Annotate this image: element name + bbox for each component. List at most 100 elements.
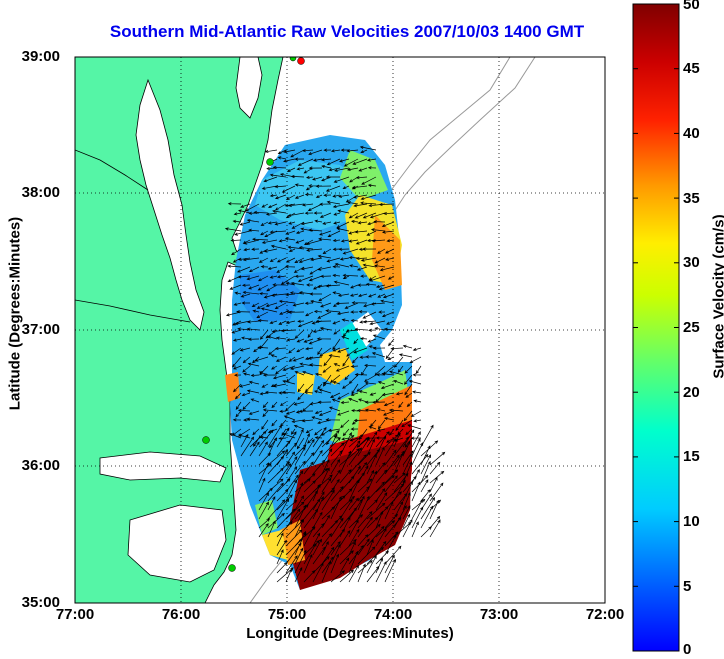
- velocity-arrow: [337, 293, 350, 297]
- velocity-arrow: [360, 257, 377, 262]
- velocity-arrow: [351, 219, 359, 224]
- velocity-arrow: [353, 338, 359, 345]
- velocity-arrow: [322, 248, 332, 254]
- velocity-arrow: [420, 460, 431, 484]
- velocity-arrow: [358, 293, 368, 298]
- velocity-arrow: [247, 362, 260, 367]
- velocity-arrow: [238, 209, 251, 214]
- velocity-arrow: [243, 248, 251, 252]
- velocity-arrow: [332, 247, 341, 251]
- radar-station-marker: [202, 436, 210, 444]
- velocity-arrow: [258, 441, 268, 457]
- velocity-arrow: [375, 431, 390, 448]
- velocity-arrow: [375, 557, 383, 574]
- velocity-arrow: [304, 211, 314, 215]
- velocity-arrow: [303, 432, 310, 448]
- velocity-arrow: [299, 362, 314, 367]
- velocity-arrow: [367, 158, 377, 162]
- velocity-arrow: [297, 320, 314, 328]
- velocity-arrow: [233, 302, 242, 306]
- velocity-arrow: [288, 248, 296, 252]
- velocity-arrow: [276, 463, 292, 484]
- velocity-arrow: [348, 479, 360, 502]
- velocity-arrow: [370, 228, 386, 232]
- velocity-arrow: [321, 176, 332, 182]
- velocity-arrow: [272, 209, 287, 214]
- velocity-arrow: [412, 390, 422, 394]
- velocity-arrow: [340, 239, 350, 243]
- velocity-arrow: [405, 392, 413, 398]
- velocity-arrow: [272, 383, 287, 388]
- velocity-arrow: [342, 428, 350, 437]
- velocity-arrow: [249, 430, 267, 448]
- velocity-arrow: [349, 293, 359, 297]
- velocity-arrow: [332, 291, 341, 295]
- velocity-arrow: [339, 469, 352, 484]
- velocity-arrow: [366, 499, 378, 511]
- velocity-arrow: [353, 203, 368, 208]
- velocity-arrow: [285, 568, 293, 583]
- velocity-arrow: [343, 158, 359, 167]
- velocity-arrow: [264, 149, 278, 154]
- velocity-arrow: [285, 456, 298, 475]
- velocity-arrow: [294, 547, 304, 565]
- velocity-arrow: [366, 481, 385, 502]
- velocity-arrow: [274, 185, 287, 189]
- velocity-arrow: [243, 372, 251, 376]
- velocity-arrow: [262, 410, 269, 418]
- potomac-river: [75, 149, 149, 191]
- velocity-arrow: [322, 221, 332, 225]
- velocity-arrow: [367, 183, 377, 187]
- velocity-arrow: [293, 266, 305, 273]
- velocity-arrow: [411, 431, 421, 448]
- colorbar-tick-label: 5: [683, 578, 692, 595]
- velocity-arrow: [309, 363, 323, 367]
- velocity-arrow: [357, 538, 370, 556]
- velocity-arrow: [267, 496, 276, 511]
- velocity-arrow: [297, 319, 305, 323]
- velocity-arrow: [282, 390, 296, 395]
- velocity-arrow: [382, 230, 395, 234]
- velocity-arrow: [256, 311, 269, 318]
- velocity-arrow: [315, 194, 323, 198]
- colorbar-tick-label: 15: [683, 448, 700, 465]
- velocity-arrow: [429, 499, 439, 520]
- velocity-arrow: [377, 248, 386, 254]
- colorbar-tick-label: 0: [683, 641, 692, 658]
- colorbar-tick-label: 10: [683, 513, 700, 530]
- velocity-arrow: [261, 203, 269, 208]
- velocity-arrow: [402, 344, 413, 349]
- velocity-arrow: [262, 401, 269, 409]
- velocity-arrow: [342, 383, 350, 389]
- velocity-arrow: [357, 437, 370, 457]
- velocity-arrow: [360, 201, 377, 205]
- velocity-arrow: [254, 356, 269, 362]
- velocity-arrow: [375, 527, 387, 547]
- velocity-arrow: [246, 417, 260, 421]
- velocity-arrow: [365, 355, 377, 359]
- velocity-arrow: [285, 194, 296, 200]
- velocity-arrow: [362, 320, 377, 324]
- velocity-arrow: [384, 449, 397, 466]
- velocity-arrow: [263, 248, 278, 253]
- velocity-arrow: [300, 266, 314, 271]
- velocity-arrow: [246, 327, 260, 331]
- velocity-arrow: [420, 479, 429, 493]
- velocity-arrow: [240, 293, 251, 298]
- velocity-arrow: [411, 521, 419, 538]
- velocity-arrow: [317, 254, 332, 259]
- velocity-arrow: [261, 419, 269, 430]
- velocity-arrow: [267, 335, 278, 340]
- velocity-arrow: [376, 373, 386, 377]
- velocity-arrow: [285, 499, 298, 511]
- velocity-arrow: [240, 433, 249, 448]
- velocity-arrow: [321, 467, 330, 484]
- velocity-arrow: [276, 539, 287, 556]
- velocity-arrow: [308, 228, 323, 232]
- colorbar-title: Surface Velocity (cm/s): [710, 214, 724, 379]
- velocity-arrow: [328, 167, 341, 172]
- velocity-arrow: [408, 380, 422, 385]
- velocity-arrow: [420, 526, 432, 538]
- velocity-arrow: [380, 383, 395, 390]
- velocity-arrow: [239, 221, 251, 226]
